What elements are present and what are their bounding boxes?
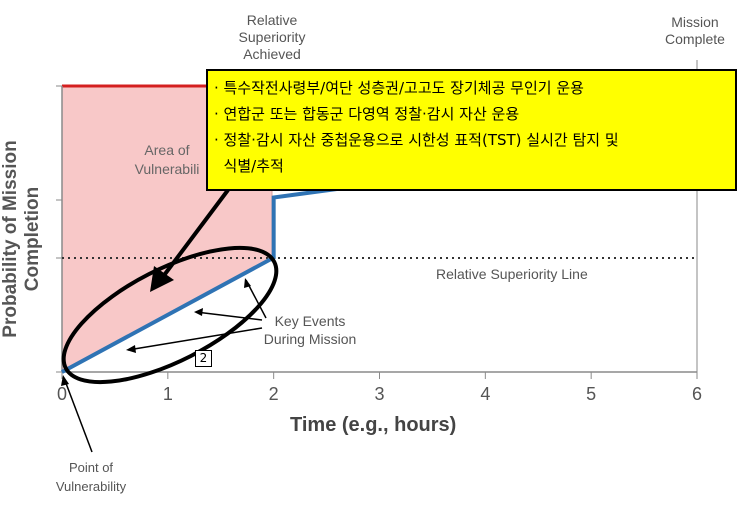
x-tick-label: 6 [691,384,702,404]
key-event-arrowhead [194,308,203,316]
callout-line: 식별/추적 [214,157,284,175]
y-axis-label: Probability of Mission Completion [0,140,43,338]
key-events-label: Key Events During Mission [263,313,357,347]
numbered-marker: 2 [195,350,212,367]
key-event-arrowhead [126,345,136,353]
point-of-vulnerability-arrow [63,377,93,453]
callout-line: · 정찰·감시 자산 중첩운용으로 시한성 표적(TST) 실시간 탐지 및 [214,131,619,149]
relative-superiority-achieved-label: Relative Superiority Achieved [238,12,306,62]
x-tick-label: 5 [586,384,597,404]
area-of-vulnerability-label: Area of Vulnerabili [134,142,200,177]
callout-arrow [160,188,230,280]
callout-line: · 연합군 또는 합동군 다영역 정찰·감시 자산 운용 [214,105,520,123]
x-tick-label: 1 [162,384,173,404]
point-of-vulnerability-arrowhead [61,375,69,386]
key-event-arrowhead [244,278,251,288]
key-event-arrow [127,327,263,351]
highlight-ellipse [61,245,279,385]
key-event-arrow [195,311,263,321]
point-of-vulnerability-label: Point of Vulnerability [55,460,127,494]
mission-complete-label: Mission Complete [665,14,725,47]
callout-box: · 특수작전사령부/여단 성층권/고고도 장기체공 무인기 운용 · 연합군 또… [206,69,737,191]
x-tick-label: 2 [268,384,279,404]
x-tick-label: 0 [56,384,67,404]
x-ticks [61,372,698,379]
x-tick-label: 3 [374,384,385,404]
relative-superiority-line-label: Relative Superiority Line [436,266,588,282]
callout-arrowhead [150,266,174,292]
callout-line: · 특수작전사령부/여단 성층권/고고도 장기체공 무인기 운용 [214,79,584,97]
x-tick-label: 4 [480,384,491,404]
x-axis-label: Time (e.g., hours) [290,414,457,436]
